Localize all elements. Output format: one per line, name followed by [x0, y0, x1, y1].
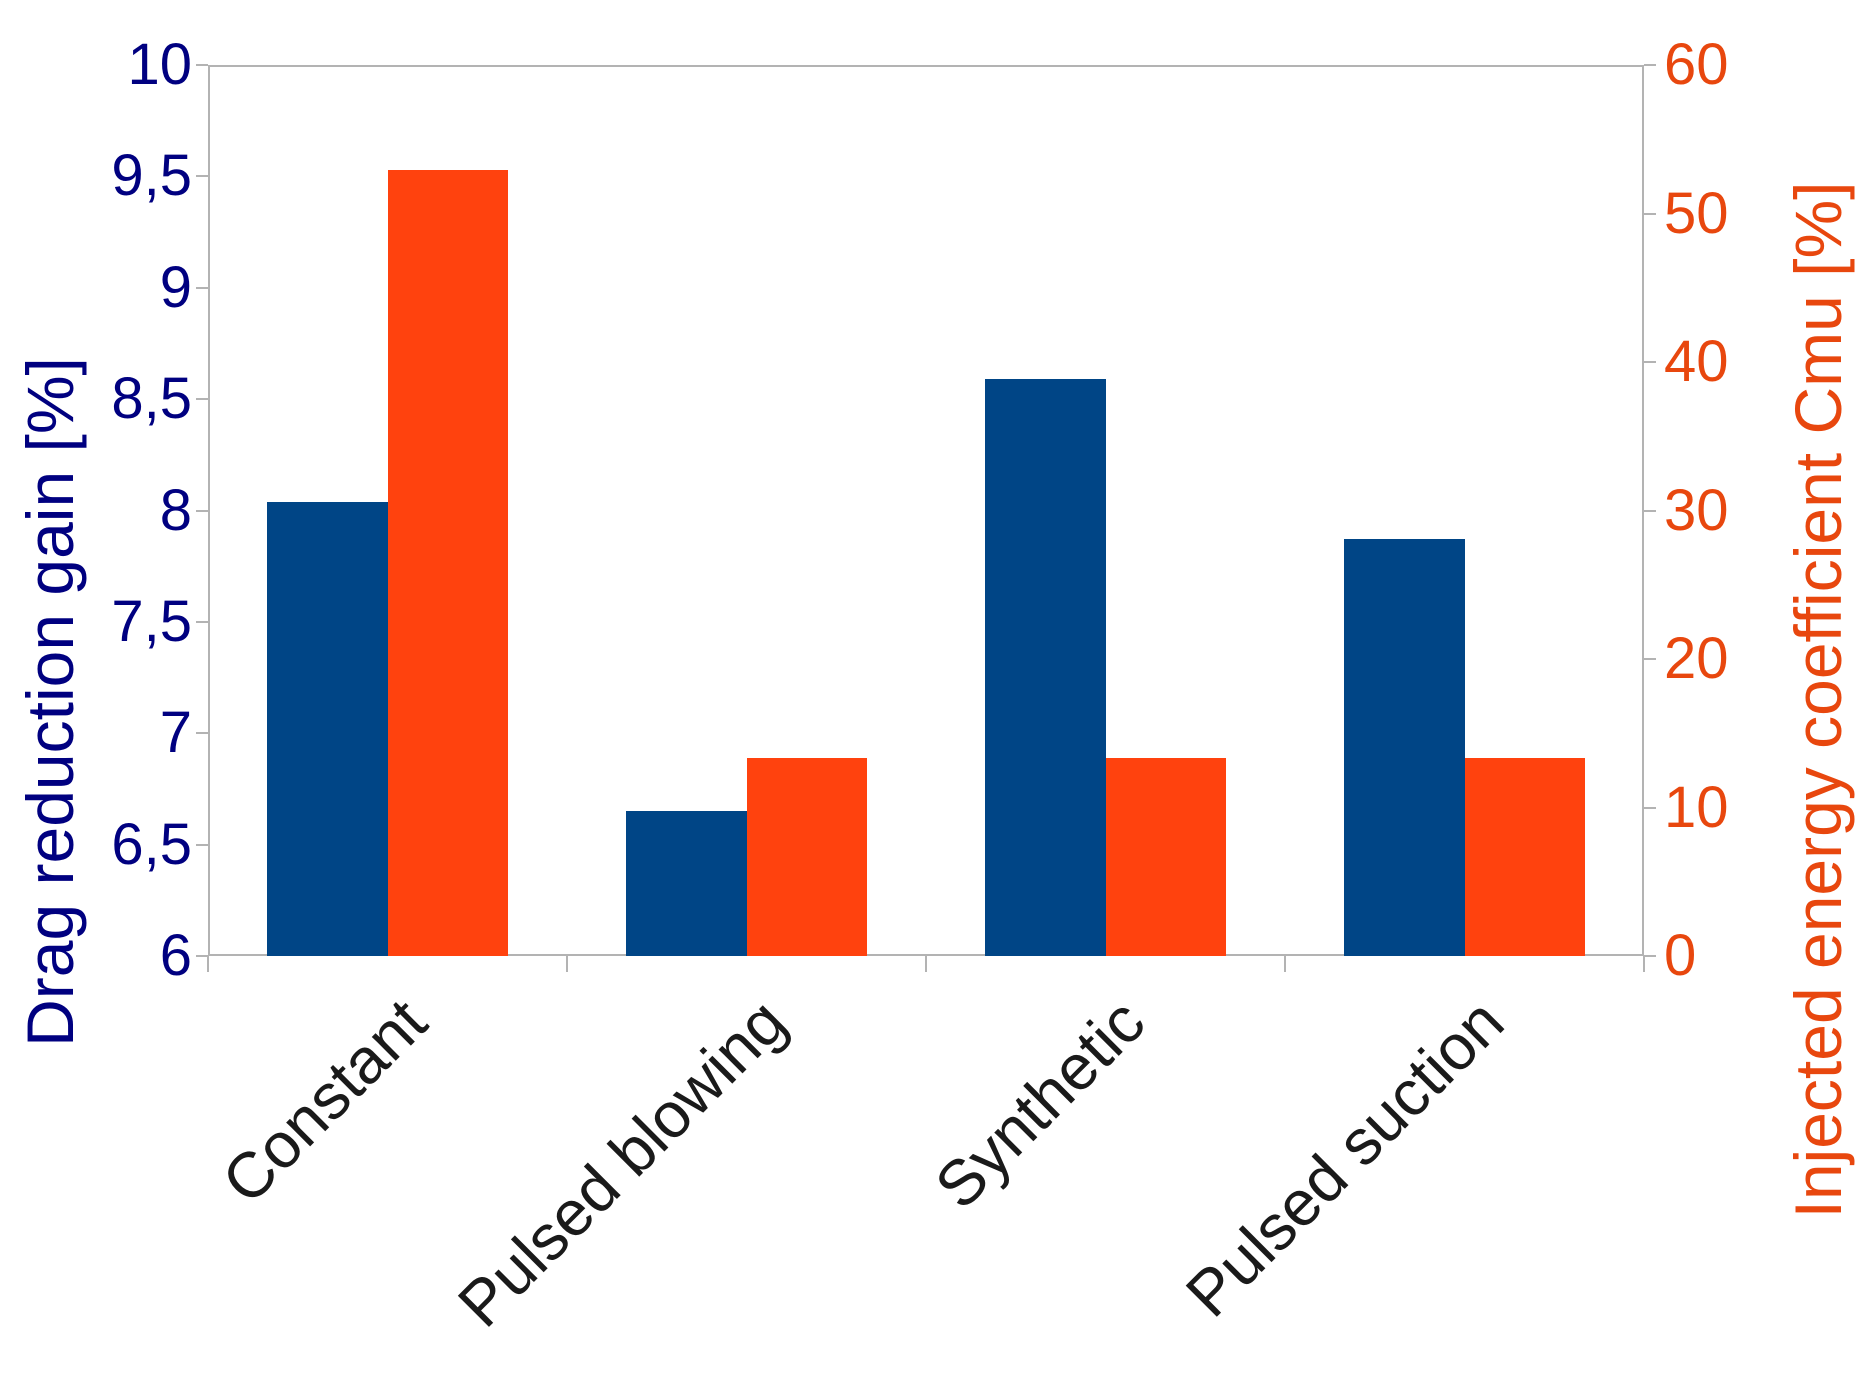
right-tick-label: 40	[1664, 329, 1729, 394]
left-axis-title: Drag reduction gain [%]	[13, 357, 87, 1047]
category-label-pulsed-blowing: Pulsed blowing	[444, 985, 800, 1341]
left-tick-label: 7,5	[111, 588, 192, 654]
category-boundary-tick	[925, 956, 927, 972]
right-axis-tick	[1644, 509, 1656, 512]
left-axis-tick	[196, 175, 208, 178]
category-label-synthetic: Synthetic	[921, 985, 1159, 1223]
right-tick-label: 10	[1664, 774, 1729, 840]
left-axis-tick	[196, 955, 208, 957]
left-tick-label: 9	[159, 254, 192, 320]
bar-injected-energy-coefficient-cmu-constant	[387, 170, 508, 956]
right-tick-label: 60	[1664, 32, 1729, 97]
right-axis-tick	[1644, 361, 1656, 363]
category-boundary-tick	[207, 956, 209, 972]
right-tick-label: 30	[1664, 477, 1729, 543]
left-tick-label: 6	[159, 923, 192, 988]
left-tick-label: 8	[159, 477, 192, 543]
category-boundary-tick	[1284, 956, 1286, 972]
right-tick-label: 20	[1664, 626, 1729, 691]
right-axis-tick	[1644, 955, 1656, 957]
left-axis-tick	[196, 620, 208, 623]
left-tick-label: 6,5	[111, 811, 192, 877]
left-tick-label: 10	[127, 32, 192, 97]
bar-injected-energy-coefficient-cmu-synthetic	[1105, 758, 1226, 956]
left-axis-tick	[196, 732, 208, 735]
left-tick-label: 7	[159, 700, 192, 766]
left-tick-label: 8,5	[111, 366, 192, 432]
left-axis-tick	[196, 398, 208, 401]
left-axis-tick	[196, 64, 208, 66]
left-axis-tick	[196, 509, 208, 512]
left-axis-tick	[196, 286, 208, 289]
bar-injected-energy-coefficient-cmu-pulsed-suction	[1464, 758, 1585, 956]
left-tick-label: 9,5	[111, 143, 192, 209]
right-tick-label: 0	[1664, 923, 1697, 988]
right-axis-title: Injected energy coefficient Cmu [%]	[1781, 181, 1855, 1219]
right-tick-label: 50	[1664, 180, 1729, 246]
category-boundary-tick	[566, 956, 568, 972]
right-axis-tick	[1644, 212, 1656, 215]
bar-drag-reduction-gain-pulsed-blowing	[626, 811, 747, 956]
bar-drag-reduction-gain-constant	[267, 501, 388, 956]
bar-injected-energy-coefficient-cmu-pulsed-blowing	[746, 758, 867, 956]
category-label-pulsed-suction: Pulsed suction	[1172, 985, 1518, 1331]
bar-drag-reduction-gain-synthetic	[985, 379, 1106, 956]
right-axis-tick	[1644, 658, 1656, 660]
right-axis-tick	[1644, 806, 1656, 809]
right-axis-tick	[1644, 64, 1656, 66]
left-axis-tick	[196, 843, 208, 846]
bar-drag-reduction-gain-pulsed-suction	[1344, 539, 1465, 956]
category-label-constant: Constant	[208, 985, 441, 1218]
category-boundary-tick	[1643, 956, 1645, 972]
